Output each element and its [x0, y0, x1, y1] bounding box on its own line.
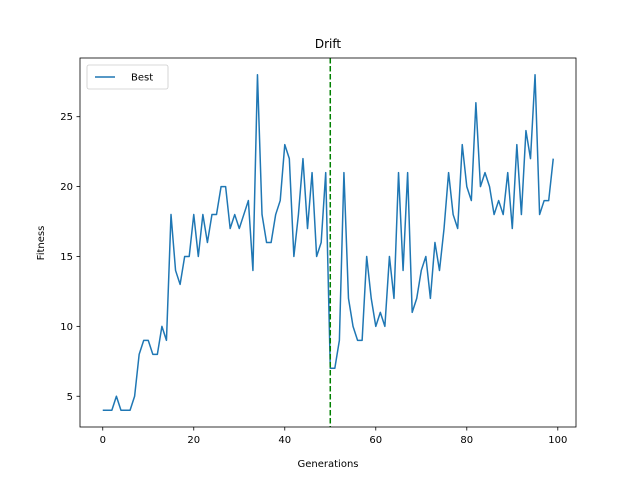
x-axis-label: Generations — [298, 459, 359, 470]
y-tick-label: 15 — [60, 252, 73, 263]
x-tick-label: 40 — [278, 435, 291, 446]
x-tick-label: 80 — [460, 435, 473, 446]
legend-label: Best — [131, 73, 153, 84]
x-tick-label: 60 — [369, 435, 382, 446]
y-axis-label: Fitness — [36, 226, 47, 261]
y-tick-label: 10 — [60, 322, 73, 333]
axes-layer: 0 20 40 60 80 100 5 10 15 20 25 — [60, 57, 577, 446]
series-line-0 — [102, 74, 554, 411]
legend: Best — [86, 64, 169, 90]
legend-box — [86, 64, 169, 90]
x-tick-label: 100 — [548, 435, 567, 446]
chart-title: Drift — [315, 37, 342, 51]
y-tick-label: 25 — [60, 112, 73, 123]
x-tick-label: 0 — [100, 435, 106, 446]
x-tick-label: 20 — [187, 435, 200, 446]
y-tick-label: 20 — [60, 182, 73, 193]
plot-layer — [102, 58, 554, 427]
y-tick-label: 5 — [67, 392, 73, 403]
axes-frame — [79, 57, 577, 428]
